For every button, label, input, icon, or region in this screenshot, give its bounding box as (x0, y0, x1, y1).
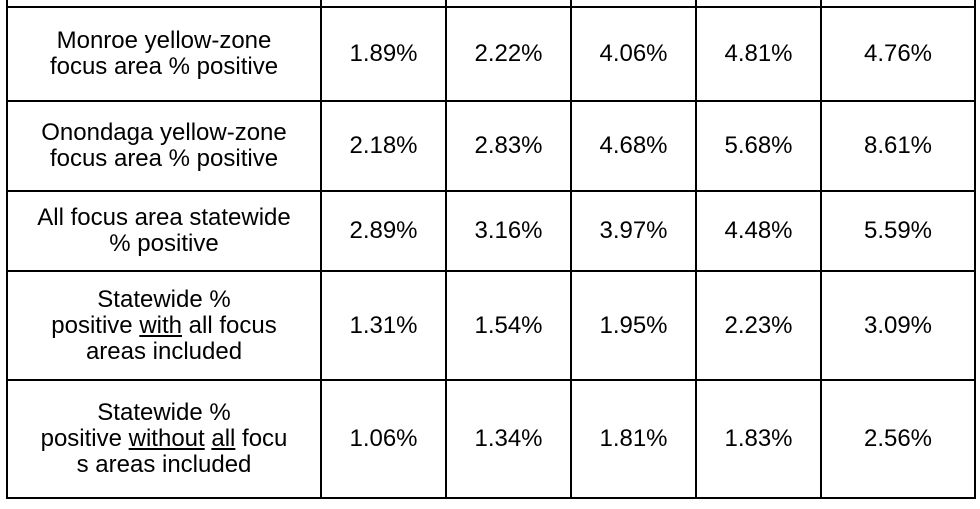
value-cell: 2.18% (320, 100, 447, 192)
table-row: Monroe yellow-zone focus area % positive 1… (6, 6, 976, 102)
label-line: Onondaga yellow-zone (14, 120, 314, 146)
label-text: all focus (182, 311, 277, 339)
label-line: focus area % positive (14, 146, 314, 172)
row-label: Monroe yellow-zone focus area % positive (6, 6, 322, 102)
value-cell: 2.22% (445, 6, 572, 102)
value-cell: 3.09% (820, 270, 976, 381)
label-text: Onondaga yellow-zone (41, 119, 287, 146)
value-cell: 4.48% (695, 190, 822, 272)
label-text: Statewide % (97, 399, 231, 426)
label-text: without (128, 425, 205, 452)
table-body: Monroe yellow-zone focus area % positive 1… (6, 0, 976, 499)
value-cell: 5.68% (695, 100, 822, 192)
value-cell: 1.54% (445, 270, 572, 381)
value-cell: 3.16% (445, 190, 572, 272)
value-cell: 1.34% (445, 379, 572, 499)
value-cell: 2.83% (445, 100, 572, 192)
label-text: all (211, 425, 236, 452)
label-text: areas included (85, 337, 243, 365)
label-line: positive with all focus (14, 311, 314, 339)
label-line: areas included (14, 337, 314, 365)
value-cell: 5.59% (820, 190, 976, 272)
label-text: positive (40, 425, 129, 452)
label-line: % positive (14, 231, 314, 257)
label-line: Monroe yellow-zone (14, 28, 314, 54)
value-cell: 2.89% (320, 190, 447, 272)
label-line: positive without all focu (14, 426, 314, 452)
table-row: Statewide % positive with all focus areas … (6, 270, 976, 381)
value-cell: 1.81% (570, 379, 697, 499)
value-cell: 1.06% (320, 379, 447, 499)
data-table: Monroe yellow-zone focus area % positive 1… (6, 0, 976, 499)
value-cell: 4.81% (695, 6, 822, 102)
label-text: Statewide % (97, 285, 231, 313)
value-cell: 3.97% (570, 190, 697, 272)
row-label: All focus area statewide% positive (6, 190, 322, 272)
label-text: % positive (109, 230, 219, 257)
label-text: focus area % positive (49, 145, 279, 172)
label-line: Statewide % (14, 285, 314, 313)
value-cell: 4.76% (820, 6, 976, 102)
label-line: s areas included (14, 452, 314, 478)
value-cell: 1.89% (320, 6, 447, 102)
value-cell: 1.95% (570, 270, 697, 381)
table-row: Onondaga yellow-zone focus area % positiv… (6, 100, 976, 192)
value-cell: 1.83% (695, 379, 822, 499)
value-cell: 4.68% (570, 100, 697, 192)
label-text: focus area % positive (49, 53, 279, 80)
label-text: focu (235, 425, 288, 452)
label-line: All focus area statewide (14, 205, 314, 231)
label-text: s areas included (76, 451, 252, 478)
label-line: focus area % positive (14, 54, 314, 80)
value-cell: 1.31% (320, 270, 447, 381)
cut-off-row (6, 0, 976, 8)
row-label: Statewide % positive without all focu s ar… (6, 379, 322, 499)
label-text: Monroe yellow-zone (56, 27, 272, 54)
row-label: Onondaga yellow-zone focus area % positiv… (6, 100, 322, 192)
row-label: Statewide % positive with all focus areas … (6, 270, 322, 381)
label-text: positive (51, 311, 140, 339)
label-text: All focus area statewide (37, 204, 291, 231)
value-cell: 4.06% (570, 6, 697, 102)
value-cell: 2.23% (695, 270, 822, 381)
label-line: Statewide % (14, 400, 314, 426)
table-row: Statewide % positive without all focu s ar… (6, 379, 976, 499)
label-text: with (139, 311, 182, 339)
value-cell: 2.56% (820, 379, 976, 499)
table-row: All focus area statewide% positive 2.89% 3… (6, 190, 976, 272)
value-cell: 8.61% (820, 100, 976, 192)
